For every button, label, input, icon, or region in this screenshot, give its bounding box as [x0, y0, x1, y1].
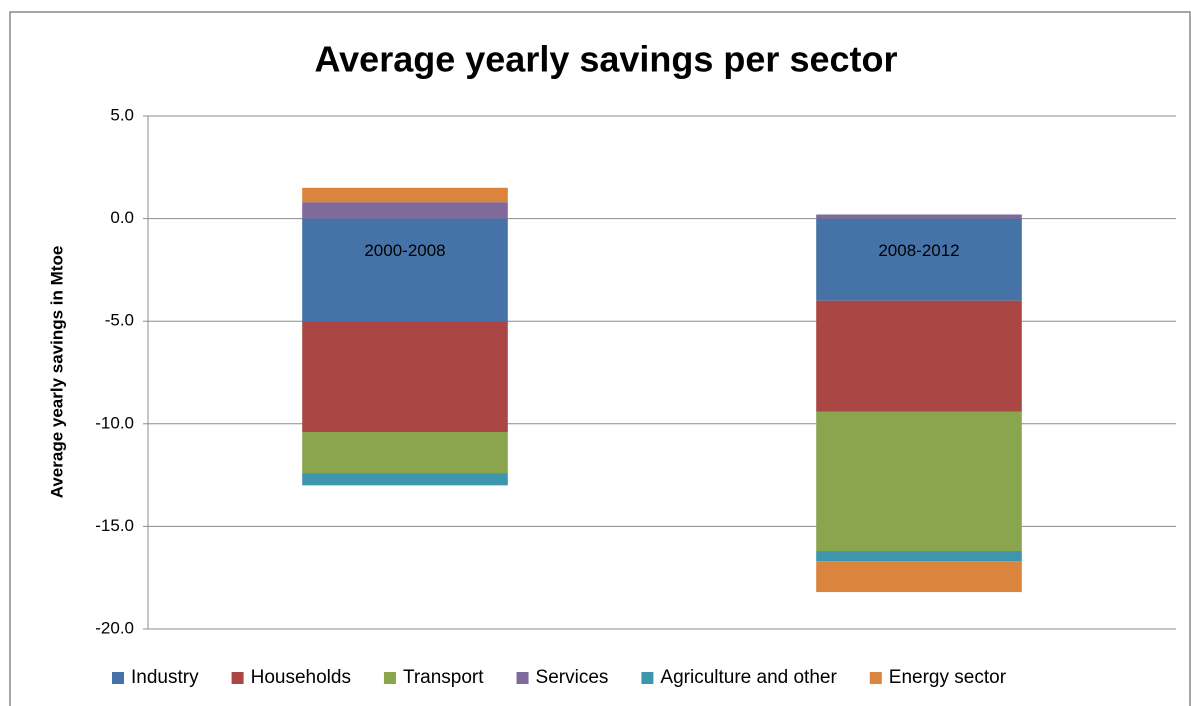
legend-label: Transport [403, 667, 484, 688]
bar-segment [816, 214, 1022, 219]
legend-swatch [383, 672, 396, 684]
bar-segment [816, 561, 1022, 593]
bar-segment [816, 218, 1022, 301]
legend-label: Agriculture and other [660, 667, 837, 688]
bar-segment [816, 300, 1022, 412]
bar-segment [302, 218, 508, 322]
y-tick-label: -5.0 [105, 311, 134, 330]
chart-title: Average yearly savings per sector [315, 39, 898, 80]
bar-segment [302, 202, 508, 219]
legend-label: Services [536, 667, 609, 688]
legend-swatch [516, 672, 529, 684]
bar-label: 2008-2012 [878, 241, 959, 260]
y-tick-label: 0.0 [110, 208, 134, 227]
y-tick-label: -20.0 [95, 618, 134, 637]
bar-segment [302, 321, 508, 433]
bar-label: 2000-2008 [364, 241, 445, 260]
bar-segment [816, 551, 1022, 562]
y-tick-label: 5.0 [110, 105, 134, 124]
legend-swatch [641, 672, 654, 684]
y-tick-label: -15.0 [95, 516, 134, 535]
bar-segment [302, 187, 508, 203]
bar-segment [302, 473, 508, 486]
bar-segment [302, 432, 508, 474]
legend-swatch [869, 672, 882, 684]
y-tick-label: -10.0 [95, 413, 134, 432]
bar-segment [816, 411, 1022, 552]
y-axis-label: Average yearly savings in Mtoe [47, 246, 66, 499]
legend-label: Energy sector [889, 667, 1007, 688]
legend-swatch [112, 672, 124, 684]
legend-swatch [231, 672, 244, 684]
legend-label: Industry [131, 667, 199, 688]
legend-label: Households [251, 667, 351, 688]
